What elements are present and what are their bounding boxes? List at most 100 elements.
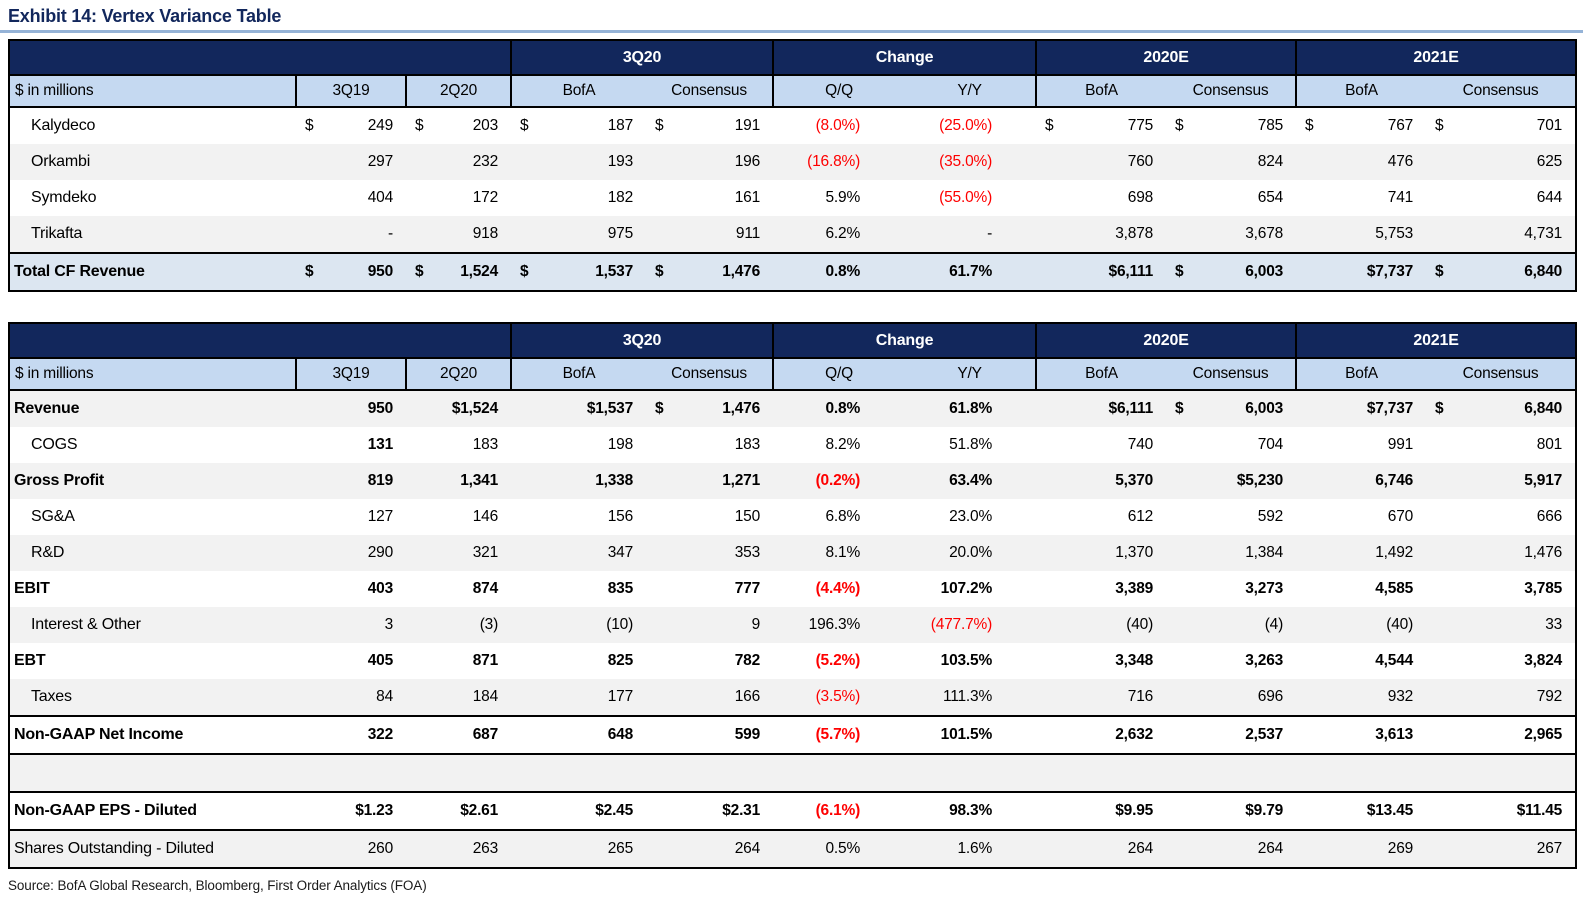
cell-value: $9.79: [1245, 802, 1284, 819]
cell-value: (6.1%): [815, 802, 861, 819]
cell-value: 0.8%: [825, 263, 861, 280]
table-cell: [646, 754, 774, 792]
row-label: EBIT: [14, 580, 50, 597]
table-cell: (35.0%): [904, 144, 1037, 180]
cell-value: (5.7%): [815, 726, 861, 743]
cell-value: (55.0%): [939, 189, 993, 206]
row-label: COGS: [31, 436, 78, 453]
cell-value: 2,965: [1524, 726, 1563, 743]
table-cell: 1,370: [1036, 535, 1167, 571]
cell-value: $1,524: [451, 400, 499, 417]
cell-value: 61.7%: [949, 263, 993, 280]
cell-value: 6,003: [1245, 400, 1284, 417]
table-row: Interest & Other 3 (3) (10) 9 196.3% (477.7%) (…: [9, 607, 1577, 643]
table-cell: 599: [646, 715, 774, 755]
cell-value: $13.45: [1366, 802, 1414, 819]
table-cell: 740: [1036, 427, 1166, 463]
table-cell: 4,585: [1296, 571, 1426, 607]
cell-value: 353: [734, 544, 761, 561]
table-cell: (55.0%): [904, 180, 1036, 216]
table-cell: $6,111: [1036, 390, 1167, 427]
table-cell: 101.5%: [904, 715, 1037, 755]
table-cell: $9.95: [1036, 791, 1167, 831]
cell-value: $7,737: [1366, 263, 1414, 280]
table-cell: 0.8%: [773, 390, 905, 427]
group-header-3q20: 3Q20: [510, 323, 774, 358]
table-cell: $775: [1036, 107, 1166, 144]
cell-value: 950: [367, 400, 393, 417]
cell-value: $1,537: [586, 400, 634, 417]
table-cell: 297: [296, 144, 406, 180]
row-label: R&D: [9, 535, 296, 571]
cell-value: 801: [1536, 436, 1563, 453]
col-header-units: $ in millions: [9, 357, 296, 391]
table-cell: $1,476: [646, 390, 774, 427]
table-cell: 193: [511, 144, 647, 180]
source-note: Source: BofA Global Research, Bloomberg,…: [8, 878, 427, 893]
table-cell: [904, 754, 1037, 792]
cell-value: 347: [607, 544, 634, 561]
cell-value: (5.2%): [815, 652, 861, 669]
cell-value: -: [987, 225, 993, 242]
group-header-2021e: 2021E: [1295, 323, 1577, 358]
table-row: COGS 131 183 198 183 8.2% 51.8% 740 704 991 801: [9, 427, 1576, 463]
table-cell: 1,271: [646, 463, 774, 499]
cell-value: 6,003: [1245, 263, 1284, 280]
cell-value: 991: [1387, 436, 1414, 453]
group-header-blank: [9, 40, 512, 75]
group-header-row: 3Q20 Change 2020E 2021E: [9, 40, 1577, 75]
dollar-sign: $: [655, 400, 664, 417]
table-cell: (40): [1296, 607, 1427, 643]
table-cell: 782: [646, 643, 773, 679]
cell-value: 131: [367, 436, 393, 453]
table-cell: (5.7%): [773, 715, 905, 755]
dollar-sign: $: [1305, 117, 1314, 134]
table-cell: 264: [1166, 830, 1297, 868]
dollar-sign: $: [1435, 263, 1444, 280]
cell-value: 187: [607, 117, 634, 134]
cell-value: 290: [367, 544, 393, 561]
table-cell: 172: [406, 180, 511, 216]
cell-value: 599: [734, 726, 761, 743]
table-cell: 84: [296, 679, 406, 716]
table-cell: 5,370: [1036, 463, 1167, 499]
table-cell: (3): [406, 607, 512, 643]
table-cell: 196.3%: [773, 607, 905, 643]
cell-value: 760: [1127, 153, 1154, 170]
table-cell: 0.5%: [773, 830, 905, 868]
cell-value: 193: [607, 153, 634, 170]
cell-value: 265: [607, 840, 634, 857]
cell-value: 871: [472, 652, 499, 669]
cell-value: 1,524: [460, 263, 499, 280]
cell-value: 103.5%: [940, 652, 993, 669]
dollar-sign: $: [1175, 117, 1184, 134]
table-cell: $2.61: [406, 791, 512, 831]
table-cell: [296, 754, 406, 792]
table-cell: 264: [646, 830, 774, 868]
table-cell: 184: [406, 679, 512, 716]
cell-value: 107.2%: [940, 580, 993, 597]
table-cell: 182: [511, 180, 646, 216]
table-cell: (10): [511, 607, 647, 643]
cell-value: 33: [1545, 616, 1563, 633]
cell-value: 61.8%: [949, 400, 993, 417]
table-cell: (4): [1166, 607, 1297, 643]
cell-value: 1,492: [1375, 544, 1414, 561]
cf-revenue-table-body: Kalydeco $249 $203 $187 $191 (8.0%) (25.0%) $77…: [9, 107, 1577, 291]
table-cell: 3,824: [1426, 643, 1576, 679]
dollar-sign: $: [415, 263, 424, 280]
table-cell: $701: [1426, 107, 1576, 144]
table-cell: 911: [646, 216, 774, 253]
cell-value: 3,273: [1245, 580, 1284, 597]
table-cell: (8.0%): [773, 107, 904, 144]
table-cell: 177: [511, 679, 647, 716]
table-cell: (40): [1036, 607, 1167, 643]
table-cell: $6,111: [1036, 252, 1167, 291]
table-cell: 264: [1036, 830, 1167, 868]
cell-value: 3: [384, 616, 394, 633]
table-cell: $249: [296, 107, 406, 144]
table-cell: 322: [296, 715, 406, 755]
table-cell: 666: [1426, 499, 1576, 535]
table-cell: 3,389: [1036, 571, 1166, 607]
cell-value: 819: [367, 472, 393, 489]
